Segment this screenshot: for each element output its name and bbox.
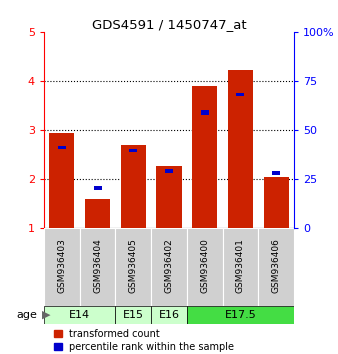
Legend: transformed count, percentile rank within the sample: transformed count, percentile rank withi… <box>54 329 234 352</box>
Bar <box>44 306 115 324</box>
Text: GSM936401: GSM936401 <box>236 238 245 293</box>
Bar <box>58 145 66 149</box>
Bar <box>223 228 258 306</box>
Bar <box>49 132 74 228</box>
Bar <box>258 228 294 306</box>
Bar <box>151 228 187 306</box>
Bar <box>115 306 151 324</box>
Bar <box>272 171 280 175</box>
Text: E14: E14 <box>69 310 90 320</box>
Bar <box>192 86 217 228</box>
Text: GSM936402: GSM936402 <box>165 238 173 293</box>
Text: GSM936405: GSM936405 <box>129 238 138 293</box>
Bar <box>237 92 244 96</box>
Bar <box>151 306 187 324</box>
Text: E15: E15 <box>123 310 144 320</box>
Bar <box>187 306 294 324</box>
Bar <box>115 228 151 306</box>
Text: E17.5: E17.5 <box>224 310 256 320</box>
Text: GSM936406: GSM936406 <box>272 238 281 293</box>
Bar <box>129 149 137 153</box>
Bar <box>121 145 146 228</box>
Bar <box>156 166 182 228</box>
Text: age: age <box>16 310 37 320</box>
Bar <box>44 228 80 306</box>
Bar <box>264 177 289 228</box>
Text: ▶: ▶ <box>42 310 51 320</box>
Text: GSM936403: GSM936403 <box>57 238 66 293</box>
Bar <box>85 199 110 228</box>
Bar <box>165 169 173 173</box>
Bar <box>228 70 253 228</box>
Title: GDS4591 / 1450747_at: GDS4591 / 1450747_at <box>92 18 246 31</box>
Bar <box>94 186 101 190</box>
Bar <box>201 110 209 115</box>
Bar <box>187 228 223 306</box>
Bar <box>80 228 115 306</box>
Text: GSM936404: GSM936404 <box>93 238 102 293</box>
Text: GSM936400: GSM936400 <box>200 238 209 293</box>
Text: E16: E16 <box>159 310 179 320</box>
